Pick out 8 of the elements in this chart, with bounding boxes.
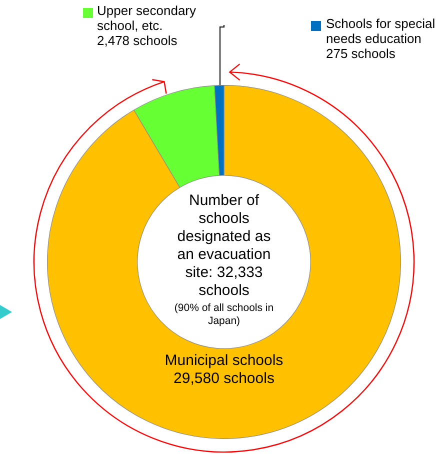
slice-label: Municipal schools: [164, 352, 284, 370]
data-label: 2,478 schools: [97, 33, 178, 48]
data-label: 29,580 schools: [172, 370, 276, 388]
text: Number of schools designated as an evacuation site: 32,333 schools: [176, 192, 272, 300]
legend-label: Schools for special needs education: [326, 16, 436, 46]
data-label: 275 schools: [326, 46, 396, 61]
text: (90% of all schools in Japan): [173, 302, 275, 328]
legend-label: Upper secondary school, etc.: [97, 3, 197, 33]
